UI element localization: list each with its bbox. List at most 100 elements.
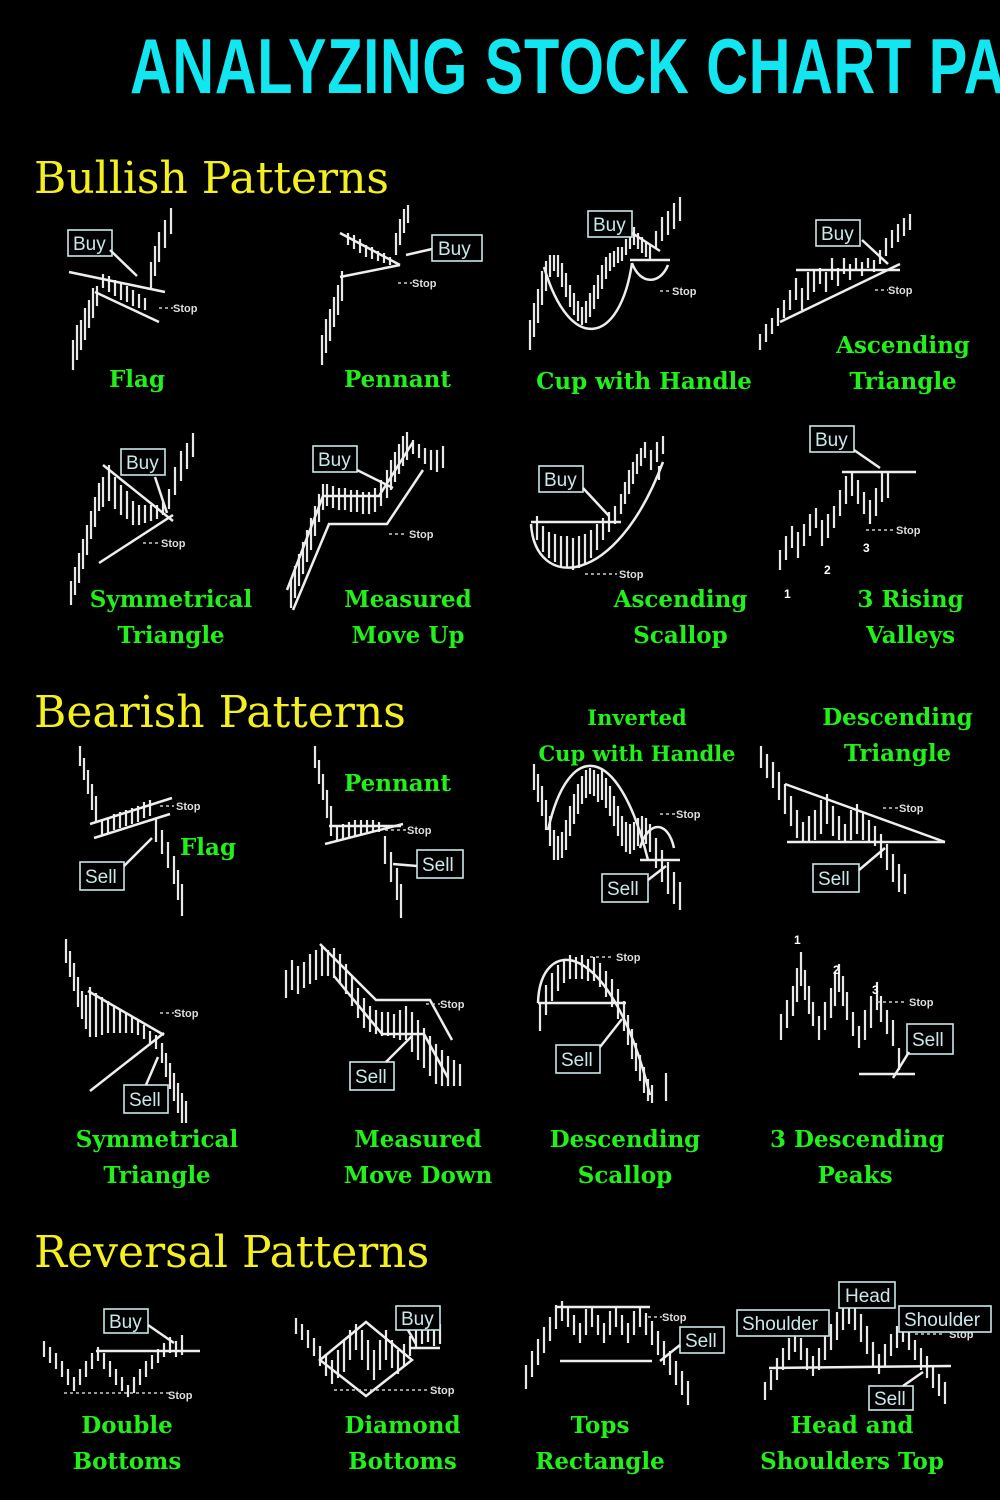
arrow-icon xyxy=(109,249,138,277)
arrow-icon xyxy=(902,1370,924,1388)
label-descending-triangle: Descending Triangle xyxy=(822,704,973,767)
arrow-icon xyxy=(405,247,433,257)
price-bars xyxy=(69,433,195,605)
buy-tag: Buy xyxy=(587,210,633,238)
shoulder-tag-left: Shoulder xyxy=(736,1309,830,1337)
buy-tag: Buy xyxy=(120,448,166,476)
label-cup-with-handle: Cup with Handle xyxy=(536,368,752,395)
stop-label: Stop xyxy=(174,1008,199,1020)
diagram-ascending-triangle: Stop Buy xyxy=(758,214,913,350)
shoulder-tag-right: Shoulder xyxy=(898,1305,992,1333)
flag-lower-line xyxy=(94,290,160,324)
diagram-double-bottoms: Stop Buy xyxy=(42,1308,200,1402)
diagram-descending-scallop: Stop Sell xyxy=(536,952,668,1103)
diagram-bearish-flag: Stop Sell xyxy=(78,746,201,916)
scallop-curve xyxy=(536,958,652,1096)
buy-tag: Buy xyxy=(67,229,113,257)
price-bars xyxy=(535,436,665,570)
sell-tag: Sell xyxy=(79,861,125,891)
arrow-icon xyxy=(647,865,667,881)
sell-tag: Sell xyxy=(679,1326,725,1354)
buy-tag: Buy xyxy=(815,219,861,247)
peak-number-1: 1 xyxy=(794,933,801,947)
valley-number-3: 3 xyxy=(863,541,870,555)
diagram-bullish-flag: Stop Buy xyxy=(67,208,198,370)
svg-text:Shoulder: Shoulder xyxy=(742,1314,819,1335)
label-ascending-scallop: Ascending Scallop xyxy=(613,586,748,649)
arrow-icon xyxy=(147,1323,175,1345)
triangle-lower-line xyxy=(89,1032,165,1092)
price-bars xyxy=(759,746,907,894)
section-bullish: Bullish Patterns xyxy=(34,153,390,204)
arrow-icon xyxy=(392,862,418,868)
label-bullish-pennant: Pennant xyxy=(343,366,451,393)
arrow-icon xyxy=(356,468,394,490)
arrow-icon xyxy=(631,231,661,253)
svg-text:Buy: Buy xyxy=(73,234,106,255)
valley-number-1: 1 xyxy=(784,587,791,601)
arrow-icon xyxy=(858,847,886,871)
stop-label: Stop xyxy=(676,809,701,821)
arrow-icon xyxy=(659,1344,681,1362)
arrow-icon xyxy=(853,448,881,470)
support-line xyxy=(779,262,901,324)
stop-label: Stop xyxy=(888,285,913,297)
stop-label: Stop xyxy=(430,1385,455,1397)
sell-tag: Sell xyxy=(868,1385,914,1411)
buy-tag: Buy xyxy=(431,234,483,262)
buy-tag: Buy xyxy=(103,1308,149,1334)
stop-label: Stop xyxy=(619,569,644,581)
stop-label: Stop xyxy=(440,999,465,1011)
svg-text:Buy: Buy xyxy=(438,239,471,260)
arrow-icon xyxy=(144,1056,160,1086)
stop-label: Stop xyxy=(662,1312,687,1324)
stop-label: Stop xyxy=(909,997,934,1009)
arrow-icon xyxy=(406,1329,418,1345)
buy-tag: Buy xyxy=(809,425,855,453)
price-bars xyxy=(78,746,184,916)
svg-text:Buy: Buy xyxy=(821,224,854,245)
flag-upper-line xyxy=(68,270,166,294)
diagram-diamond-bottoms: Stop Buy xyxy=(294,1305,455,1398)
label-bullish-flag: Flag xyxy=(108,366,166,393)
sell-tag: Sell xyxy=(349,1061,395,1091)
label-diamond-bottoms: Diamond Bottoms xyxy=(344,1412,461,1475)
measured-lower-line xyxy=(333,975,450,1079)
svg-text:Buy: Buy xyxy=(318,450,351,471)
arrow-icon xyxy=(153,476,169,514)
arrow-icon xyxy=(861,239,889,265)
peak-number-2: 2 xyxy=(833,963,840,977)
cup-curve xyxy=(546,764,650,861)
svg-text:Buy: Buy xyxy=(815,430,848,451)
valley-number-2: 2 xyxy=(824,563,831,577)
diagram-descending-triangle: Stop Sell xyxy=(759,746,946,894)
label-descending-scallop: Descending Scallop xyxy=(549,1126,701,1189)
peak-number-3: 3 xyxy=(872,983,879,997)
arrow-icon xyxy=(582,487,610,517)
buy-tag: Buy xyxy=(538,465,584,493)
resistance-line xyxy=(784,782,946,844)
svg-text:Buy: Buy xyxy=(401,1309,434,1330)
buy-tag: Buy xyxy=(395,1305,441,1331)
price-bars xyxy=(779,952,901,1070)
label-tops-rectangle: Tops Rectangle xyxy=(535,1412,665,1475)
stop-label: Stop xyxy=(412,278,437,290)
diagram-3-rising-valleys: Stop 1 2 3 Buy xyxy=(778,425,921,601)
stop-label: Stop xyxy=(173,303,198,315)
head-tag: Head xyxy=(838,1281,896,1309)
pennant-lower-line xyxy=(324,822,404,846)
buy-tag: Buy xyxy=(312,445,358,473)
stop-label: Stop xyxy=(409,529,434,541)
diagram-inverted-cup-with-handle: Stop Sell xyxy=(532,764,701,910)
stop-label: Stop xyxy=(407,825,432,837)
label-double-bottoms: Double Bottoms xyxy=(72,1412,182,1475)
svg-text:Sell: Sell xyxy=(912,1030,944,1051)
arrow-icon xyxy=(599,1018,623,1048)
price-bars xyxy=(778,472,890,570)
stop-label: Stop xyxy=(161,538,186,550)
price-bars xyxy=(42,1335,184,1397)
price-bars xyxy=(71,208,173,370)
stop-label: Stop xyxy=(168,1390,193,1402)
sell-tag: Sell xyxy=(601,873,649,903)
diagram-cup-with-handle: Stop Buy xyxy=(528,197,697,350)
